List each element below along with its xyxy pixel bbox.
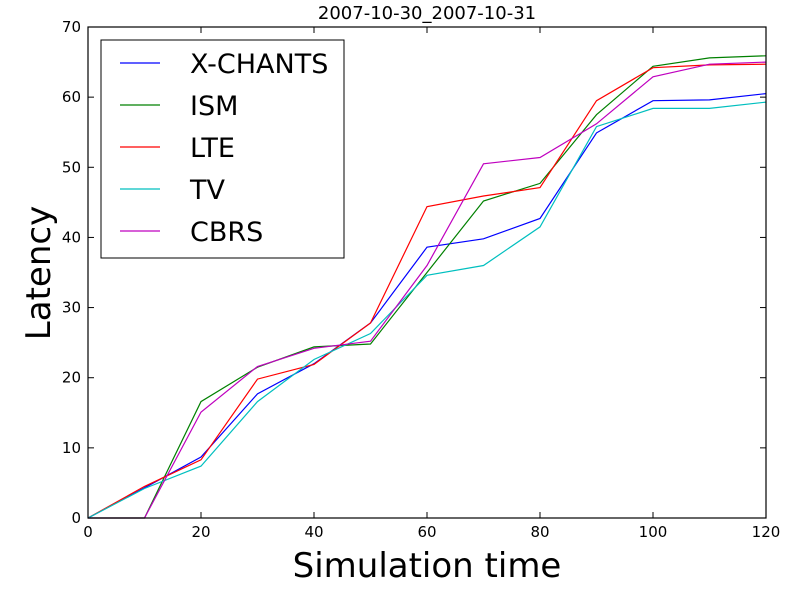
x-tick-label: 80 [530, 523, 549, 541]
x-axis-label: Simulation time [293, 546, 562, 586]
y-axis-label: Latency [19, 206, 59, 340]
legend-label: CBRS [190, 217, 263, 248]
legend-frame [100, 39, 345, 259]
y-tick-label: 30 [62, 299, 81, 317]
x-tick-label: 60 [417, 523, 436, 541]
series-line-x-chants [87, 93, 767, 519]
x-tick-label: 0 [83, 523, 93, 541]
legend: X-CHANTS ISM LTE TV CBRS [100, 39, 345, 259]
series-line-lte [87, 63, 767, 519]
y-tick-label: 70 [62, 18, 81, 36]
y-tick-label: 10 [62, 439, 81, 457]
chart-title: 2007-10-30_2007-10-31 [318, 3, 536, 24]
y-tick-label: 20 [62, 369, 81, 387]
y-tick-label: 0 [71, 509, 81, 527]
legend-label: LTE [190, 133, 235, 164]
series-line-ism [88, 55, 767, 519]
legend-label: TV [189, 175, 225, 206]
x-tick-label: 40 [304, 523, 323, 541]
series-line-cbrs [88, 61, 767, 519]
x-tick-label: 20 [191, 523, 210, 541]
y-tick-label: 60 [62, 88, 81, 106]
series-line-tv [87, 101, 767, 519]
axis-ticks: 0 20 40 60 80 100 120 0 10 20 30 40 50 60 70 [62, 18, 780, 541]
y-tick-label: 40 [62, 228, 81, 246]
legend-label: X-CHANTS [190, 49, 328, 80]
legend-label: ISM [190, 91, 238, 122]
x-tick-label: 120 [752, 523, 781, 541]
x-tick-label: 100 [639, 523, 668, 541]
plot-lines [87, 55, 767, 519]
y-tick-label: 50 [62, 158, 81, 176]
